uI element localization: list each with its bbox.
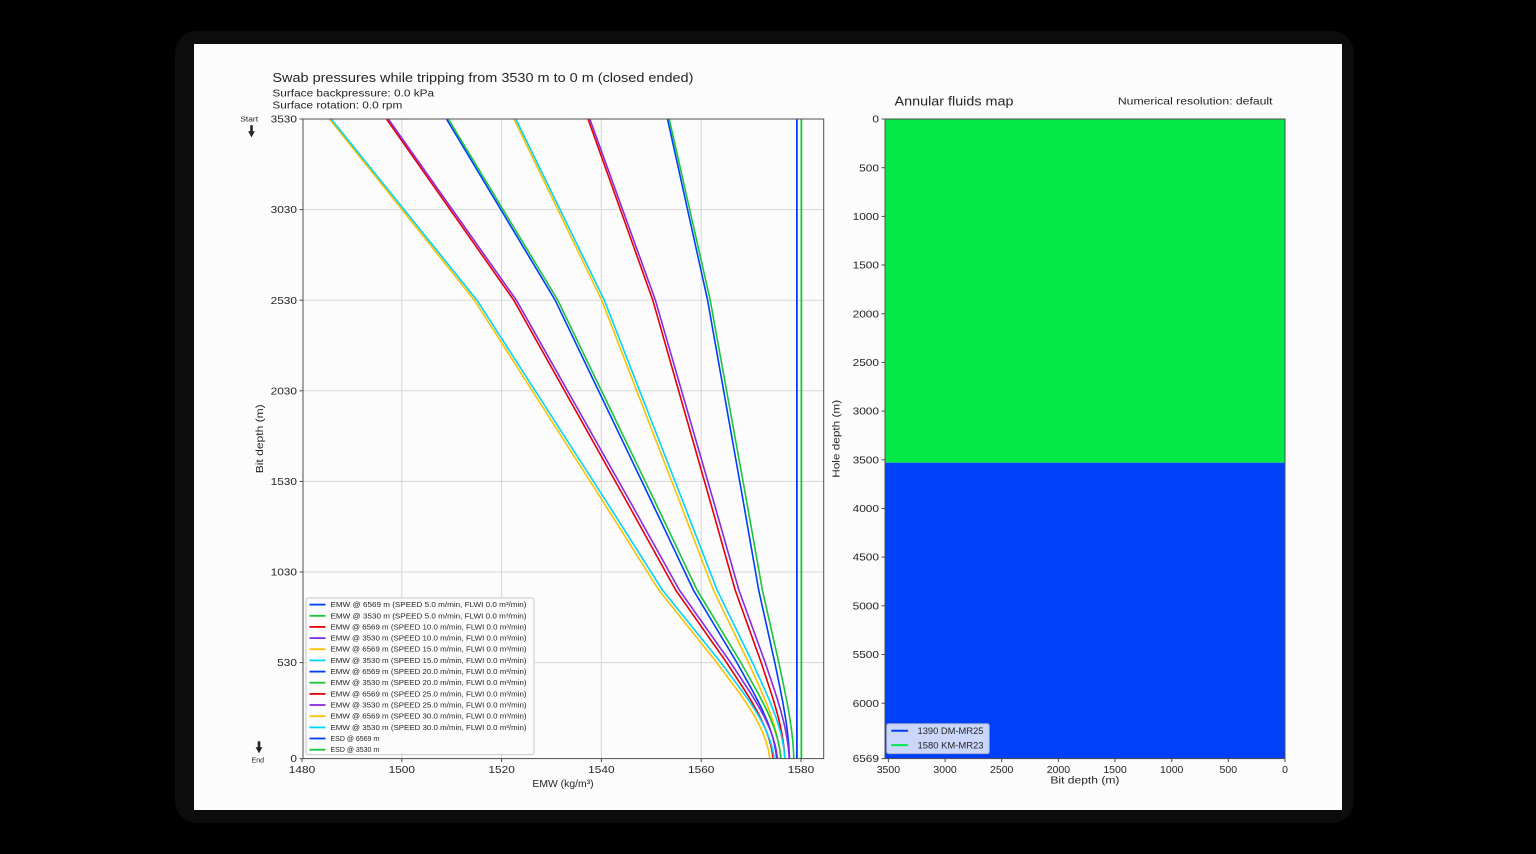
svg-text:1390 DM-MR25: 1390 DM-MR25 [918,726,984,736]
svg-text:2530: 2530 [271,295,298,307]
svg-text:Start: Start [240,117,258,124]
svg-text:EMW @ 6569 m (SPEED 15.0 m/min: EMW @ 6569 m (SPEED 15.0 m/min, FLWI 0.0… [331,645,527,654]
svg-text:EMW @ 6569 m (SPEED 5.0 m/min,: EMW @ 6569 m (SPEED 5.0 m/min, FLWI 0.0 … [331,600,527,609]
svg-text:Surface rotation: 0.0 rpm: Surface rotation: 0.0 rpm [272,101,402,112]
svg-text:6569: 6569 [853,753,880,765]
svg-text:Swab pressures while tripping: Swab pressures while tripping from 3530 … [272,71,693,85]
svg-text:3500: 3500 [853,454,880,466]
svg-text:Hole depth (m): Hole depth (m) [832,400,843,478]
svg-text:EMW @ 3530 m (SPEED 25.0 m/min: EMW @ 3530 m (SPEED 25.0 m/min, FLWI 0.0… [331,701,527,710]
svg-text:Bit depth (m): Bit depth (m) [1050,775,1119,786]
svg-text:3000: 3000 [933,764,957,776]
svg-text:2500: 2500 [990,764,1014,776]
svg-text:2000: 2000 [1047,764,1071,776]
svg-text:EMW @ 6569 m (SPEED 25.0 m/min: EMW @ 6569 m (SPEED 25.0 m/min, FLWI 0.0… [331,689,527,698]
svg-text:1580 KM-MR23: 1580 KM-MR23 [918,740,984,750]
svg-text:EMW @ 3530 m (SPEED 10.0 m/min: EMW @ 3530 m (SPEED 10.0 m/min, FLWI 0.0… [331,634,527,643]
svg-text:500: 500 [1220,764,1238,776]
svg-text:3000: 3000 [853,406,880,418]
svg-text:500: 500 [859,162,879,174]
svg-text:1500: 1500 [1103,764,1127,776]
svg-text:Bit depth (m): Bit depth (m) [255,404,266,473]
svg-text:5000: 5000 [853,600,880,612]
svg-text:End: End [252,758,265,765]
svg-text:1500: 1500 [389,764,416,776]
svg-text:EMW (kg/m³): EMW (kg/m³) [532,779,593,790]
svg-text:EMW @ 3530 m (SPEED 20.0 m/min: EMW @ 3530 m (SPEED 20.0 m/min, FLWI 0.0… [331,678,527,687]
svg-text:EMW @ 3530 m (SPEED 5.0 m/min,: EMW @ 3530 m (SPEED 5.0 m/min, FLWI 0.0 … [331,611,527,620]
svg-text:3530: 3530 [271,114,298,126]
svg-text:EMW @ 6569 m (SPEED 10.0 m/min: EMW @ 6569 m (SPEED 10.0 m/min, FLWI 0.0… [331,622,527,631]
svg-text:ESD @ 3530 m: ESD @ 3530 m [331,745,380,754]
svg-text:5500: 5500 [853,649,880,661]
svg-text:4500: 4500 [853,552,880,564]
svg-text:ESD @ 6569 m: ESD @ 6569 m [331,734,380,743]
svg-text:0: 0 [290,753,297,765]
svg-text:EMW @ 6569 m (SPEED 30.0 m/min: EMW @ 6569 m (SPEED 30.0 m/min, FLWI 0.0… [331,712,527,721]
svg-text:2000: 2000 [853,308,880,320]
svg-text:EMW @ 3530 m (SPEED 30.0 m/min: EMW @ 3530 m (SPEED 30.0 m/min, FLWI 0.0… [331,723,527,732]
svg-text:1560: 1560 [688,764,715,776]
svg-text:2500: 2500 [853,357,880,369]
svg-text:4000: 4000 [853,503,880,515]
svg-text:1540: 1540 [588,764,615,776]
svg-text:EMW @ 6569 m (SPEED 20.0 m/min: EMW @ 6569 m (SPEED 20.0 m/min, FLWI 0.0… [331,667,527,676]
svg-text:2030: 2030 [271,385,298,397]
svg-text:0: 0 [872,114,879,126]
svg-text:1520: 1520 [488,764,515,776]
svg-text:0: 0 [1282,764,1288,776]
svg-text:1030: 1030 [271,567,298,579]
svg-text:1530: 1530 [271,476,298,488]
svg-text:Annular fluids map: Annular fluids map [895,95,1014,109]
svg-text:Numerical resolution: default: Numerical resolution: default [1118,97,1273,108]
svg-text:6000: 6000 [853,698,880,710]
svg-text:3030: 3030 [271,204,298,216]
svg-text:1500: 1500 [853,260,880,272]
svg-text:EMW @ 3530 m (SPEED 15.0 m/min: EMW @ 3530 m (SPEED 15.0 m/min, FLWI 0.0… [331,656,527,665]
svg-text:1000: 1000 [1160,764,1184,776]
svg-text:3500: 3500 [877,764,901,776]
svg-text:1580: 1580 [788,764,815,776]
svg-text:Surface backpressure: 0.0 kPa: Surface backpressure: 0.0 kPa [272,88,434,99]
svg-text:1480: 1480 [289,764,316,776]
svg-text:530: 530 [277,657,297,669]
svg-text:1000: 1000 [853,211,880,223]
